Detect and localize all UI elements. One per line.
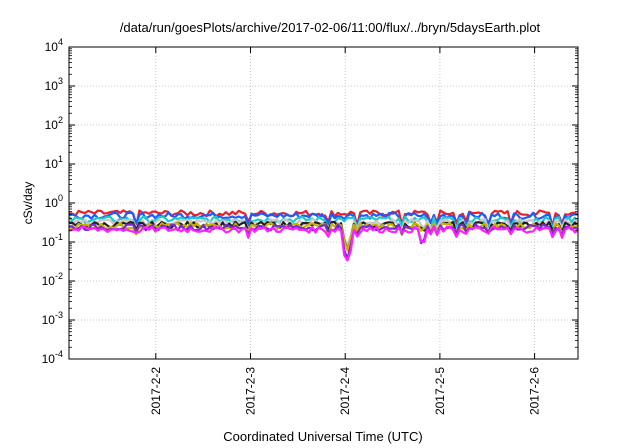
x-tick-label: 2017-2-6 bbox=[528, 367, 542, 415]
x-tick-label: 2017-2-2 bbox=[149, 367, 163, 415]
series-line bbox=[68, 211, 578, 230]
y-tick-label: 103 bbox=[45, 76, 63, 93]
chart-title: /data/run/goesPlots/archive/2017-02-06/1… bbox=[120, 20, 541, 35]
y-tick-label: 102 bbox=[45, 115, 63, 132]
x-axis-label: Coordinated Universal Time (UTC) bbox=[223, 429, 422, 444]
y-tick-label: 101 bbox=[45, 154, 63, 171]
y-tick-label: 10-2 bbox=[42, 271, 63, 288]
series-line bbox=[68, 225, 579, 262]
y-axis-ticks: 10-4 10-3 10-2 10-1 100 101 102 103 104 bbox=[42, 37, 578, 366]
x-tick-label: 2017-2-4 bbox=[338, 367, 352, 415]
y-tick-label: 100 bbox=[45, 193, 63, 210]
x-axis-ticks: 2017-2-2 2017-2-3 2017-2-4 2017-2-5 2017-2-6 bbox=[149, 47, 542, 415]
y-tick-label: 10-4 bbox=[42, 349, 63, 366]
grid-lines bbox=[69, 47, 578, 359]
y-tick-label: 104 bbox=[45, 37, 63, 54]
series-lines bbox=[68, 209, 579, 262]
x-tick-label: 2017-2-3 bbox=[244, 367, 258, 415]
y-axis-label: cSv/day bbox=[21, 182, 35, 225]
x-tick-label: 2017-2-5 bbox=[433, 367, 447, 415]
y-tick-label: 10-1 bbox=[42, 232, 63, 249]
y-tick-label: 10-3 bbox=[42, 310, 63, 327]
